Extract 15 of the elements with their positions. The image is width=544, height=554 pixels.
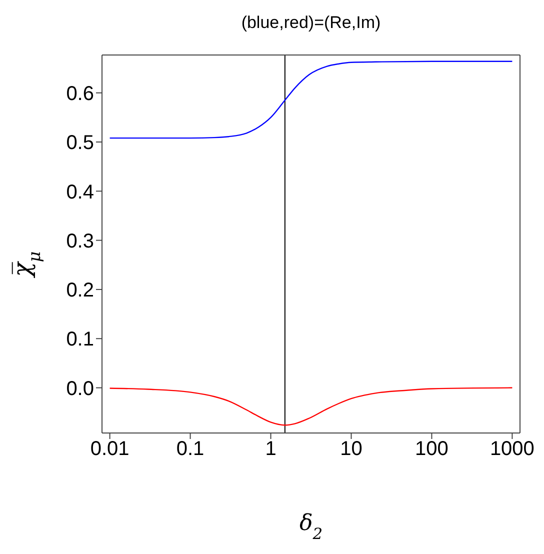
x-tick-label: 1000 bbox=[490, 438, 534, 460]
x-tick-label: 0.01 bbox=[90, 438, 130, 460]
x-axis-title: δ$_{2}$ bbox=[299, 511, 323, 543]
x-tick-label: 10 bbox=[340, 438, 362, 460]
x-tick-label: 100 bbox=[415, 438, 448, 460]
y-tick-label: 0.2 bbox=[66, 280, 94, 302]
x-tick-label: 1 bbox=[265, 438, 276, 460]
y-tick-label: 0.1 bbox=[66, 328, 94, 351]
chart-title: (blue,red)=(Re,Im) bbox=[241, 13, 381, 32]
y-tick-label: 0.3 bbox=[66, 230, 94, 252]
y-tick-label: 0.5 bbox=[66, 132, 94, 154]
x-tick-label: 0.1 bbox=[176, 438, 204, 460]
y-tick-label: 0.4 bbox=[66, 181, 94, 204]
y-tick-label: 0.0 bbox=[66, 378, 94, 400]
y-tick-label: 0.6 bbox=[66, 82, 94, 105]
